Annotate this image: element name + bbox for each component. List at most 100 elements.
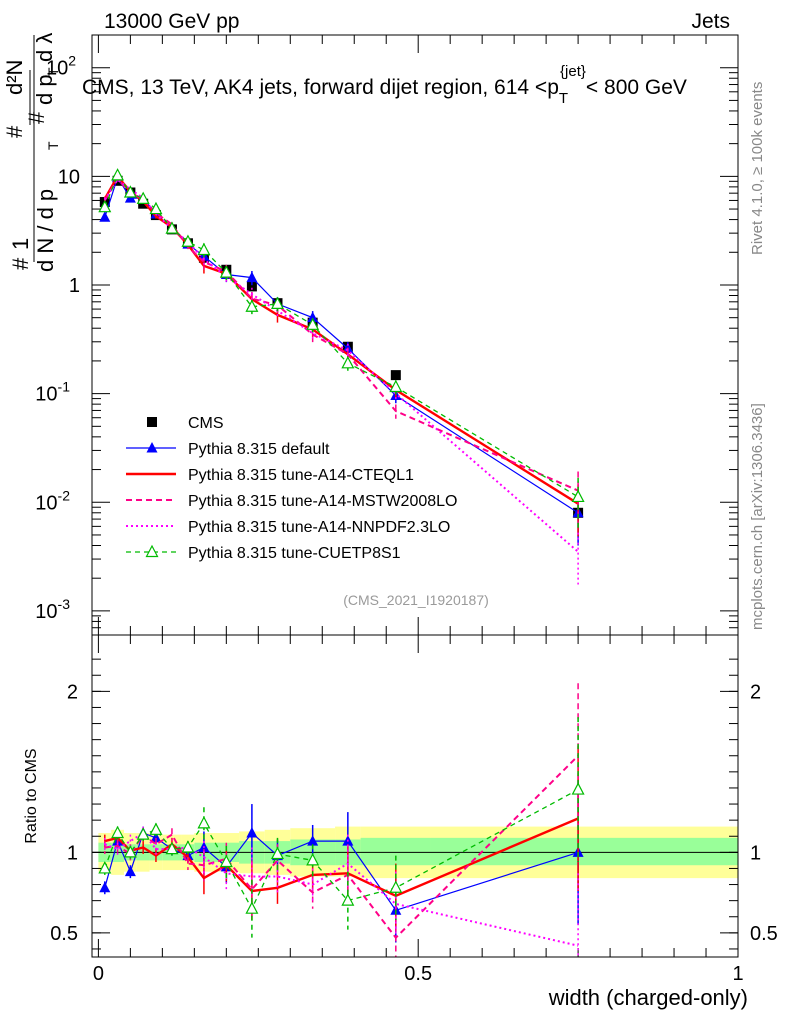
point-cuet bbox=[165, 221, 179, 234]
legend-label-nnpdf: Pythia 8.315 tune-A14-NNPDF2.3LO bbox=[188, 519, 450, 536]
main-ytick-label: 1 bbox=[69, 275, 80, 297]
ylabel-dN: d N / d p bbox=[33, 189, 58, 272]
legend-label-mstw: Pythia 8.315 tune-A14-MSTW2008LO bbox=[188, 493, 457, 510]
point-cuet bbox=[389, 379, 403, 393]
legend-marker-cuet bbox=[145, 544, 159, 558]
xtick-label: 0.5 bbox=[404, 963, 432, 985]
ylabel-one: 1 bbox=[8, 238, 33, 250]
point-cuet bbox=[123, 185, 137, 198]
category-label: Jets bbox=[691, 10, 730, 33]
legend-item-cteq: Pythia 8.315 tune-A14-CTEQL1 bbox=[126, 467, 414, 484]
series-line-cuet bbox=[104, 174, 579, 498]
ylabel-hash-top: # bbox=[24, 111, 49, 124]
ratio-plot-panel: 0.5 0.5 1 1 2 2 0 0.5 1 bbox=[50, 634, 778, 985]
ratio-point-cuet bbox=[571, 782, 585, 795]
ratio-point-cuet bbox=[123, 845, 137, 858]
series-cuet bbox=[98, 168, 585, 530]
ylabel-T-sub-2: T bbox=[45, 67, 61, 76]
ratio-axis-ticks: 0.5 0.5 1 1 2 2 0 0.5 1 bbox=[50, 635, 778, 985]
main-axis-ticks: 10-3 10-2 10-1 1 10 102 bbox=[35, 34, 739, 636]
ratio-point-cuet bbox=[219, 854, 233, 868]
ratio-ytick-label: 2 bbox=[67, 681, 78, 703]
ratio-series-mstw bbox=[104, 683, 579, 957]
point-cuet bbox=[136, 191, 150, 204]
point-cuet bbox=[149, 201, 163, 215]
ylabel-T-sub: T bbox=[45, 141, 61, 150]
ratio-point-cuet bbox=[341, 893, 355, 906]
ratio-ytick-label: 1 bbox=[67, 842, 78, 864]
ratio-frame bbox=[91, 634, 739, 958]
point-cuet bbox=[111, 168, 125, 181]
main-ylabel: # 1 d N / d p T # d²N # d p T d λ bbox=[2, 33, 61, 272]
legend-label-cteq: Pythia 8.315 tune-A14-CTEQL1 bbox=[188, 467, 414, 484]
ratio-point-cuet bbox=[245, 901, 259, 914]
point-cuet bbox=[181, 234, 195, 247]
point-cuet bbox=[98, 199, 112, 213]
band-green bbox=[360, 837, 431, 866]
point-def bbox=[99, 211, 111, 222]
legend-label-cms: CMS bbox=[188, 415, 224, 432]
main-ytick-label: 10-2 bbox=[35, 487, 70, 514]
ratio-ytick-label-right: 1 bbox=[750, 842, 761, 864]
ratio-point-def bbox=[307, 835, 319, 846]
ratio-series-layer bbox=[98, 683, 585, 957]
ratio-point-cuet bbox=[98, 861, 112, 874]
main-plot-panel: 10-3 10-2 10-1 1 10 102 bbox=[35, 34, 739, 636]
legend-marker-def bbox=[146, 442, 158, 453]
ratio-point-cuet bbox=[389, 880, 403, 893]
ratio-point-cuet bbox=[197, 816, 211, 829]
ratio-ytick-label-right: 0.5 bbox=[750, 923, 778, 945]
ratio-point-cuet bbox=[149, 822, 163, 835]
legend-marker-cms bbox=[147, 417, 157, 427]
ylabel-hash-mid: # bbox=[2, 125, 27, 138]
main-series-layer bbox=[98, 168, 585, 585]
point-cuet bbox=[341, 356, 355, 369]
ratio-ytick-label: 0.5 bbox=[50, 923, 78, 945]
ratio-point-cuet bbox=[136, 827, 150, 840]
point-cuet bbox=[306, 317, 320, 330]
ylabel-hash-left: # bbox=[8, 257, 33, 270]
ylabel-dlambda: d λ bbox=[32, 33, 57, 62]
legend: CMS Pythia 8.315 default Pythia 8.315 tune… bbox=[126, 415, 457, 562]
point-cms bbox=[390, 370, 401, 381]
chart-title: CMS, 13 TeV, AK4 jets, forward dijet reg… bbox=[82, 63, 687, 107]
legend-item-def: Pythia 8.315 default bbox=[126, 441, 330, 458]
ratio-ylabel: Ratio to CMS bbox=[23, 748, 40, 843]
main-ytick-label: 10 bbox=[58, 166, 80, 188]
point-cuet bbox=[270, 296, 284, 309]
ratio-point-cuet bbox=[111, 825, 125, 839]
process-label: 13000 GeV pp bbox=[104, 10, 239, 33]
point-def bbox=[307, 311, 319, 323]
rivet-version-label: Rivet 4.1.0, ≥ 100k events bbox=[749, 82, 766, 255]
xtick-label: 1 bbox=[732, 963, 743, 985]
main-ytick-label: 10-1 bbox=[35, 379, 70, 406]
x-axis-label: width (charged-only) bbox=[548, 985, 748, 1010]
ratio-point-cuet bbox=[181, 840, 195, 853]
xtick-label: 0 bbox=[93, 963, 104, 985]
legend-item-cms: CMS bbox=[147, 415, 224, 432]
main-ytick-label: 102 bbox=[46, 53, 76, 80]
legend-label-def: Pythia 8.315 default bbox=[188, 441, 330, 458]
ylabel-d2N: d²N bbox=[2, 60, 27, 95]
legend-item-nnpdf: Pythia 8.315 tune-A14-NNPDF2.3LO bbox=[126, 519, 450, 536]
ratio-point-cuet bbox=[165, 841, 179, 855]
ratio-ytick-label-right: 2 bbox=[750, 681, 761, 703]
legend-item-cuet: Pythia 8.315 tune-CUETP8S1 bbox=[126, 544, 401, 562]
mcplots-label: mcplots.cern.ch [arXiv:1306.3436] bbox=[749, 403, 766, 630]
ratio-point-def bbox=[246, 827, 258, 838]
ratio-point-cuet bbox=[306, 853, 320, 866]
ratio-series-cuet bbox=[98, 717, 585, 938]
analysis-watermark: (CMS_2021_I1920187) bbox=[343, 592, 489, 608]
legend-label-cuet: Pythia 8.315 tune-CUETP8S1 bbox=[188, 545, 401, 562]
point-cuet bbox=[245, 299, 259, 312]
ratio-point-def bbox=[124, 865, 136, 877]
ratio-point-def bbox=[150, 831, 162, 843]
point-cuet bbox=[571, 489, 585, 503]
legend-item-mstw: Pythia 8.315 tune-A14-MSTW2008LO bbox=[126, 493, 457, 510]
point-cuet bbox=[219, 265, 233, 278]
ratio-point-cuet bbox=[270, 846, 284, 860]
point-cuet bbox=[197, 242, 211, 256]
ratio-point-def bbox=[99, 881, 111, 893]
ylabel-dp: d p bbox=[32, 74, 57, 105]
